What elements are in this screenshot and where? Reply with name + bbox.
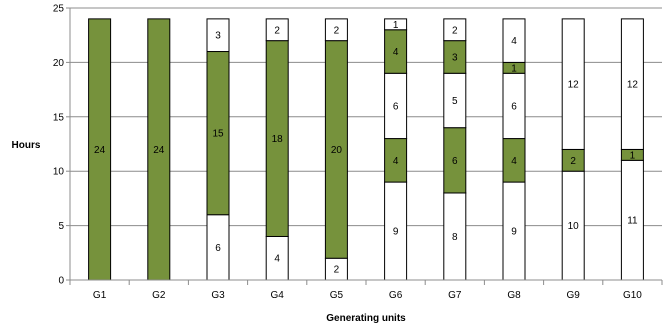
x-axis-title: Generating units (326, 313, 406, 324)
data-label: 9 (393, 227, 399, 238)
data-label: 11 (627, 216, 638, 227)
bar-segment (443, 18, 467, 42)
x-tick-label: G8 (507, 290, 521, 301)
data-label: 24 (153, 145, 165, 156)
bar-segment (620, 18, 644, 150)
bar-segment (561, 18, 585, 150)
y-tick-label: 10 (53, 167, 65, 178)
bar-segment (265, 18, 289, 42)
data-label: 8 (452, 232, 458, 243)
data-label: 6 (215, 243, 221, 254)
x-tick-label: G5 (330, 290, 344, 301)
data-label: 15 (212, 129, 224, 140)
data-label: 2 (570, 156, 576, 167)
x-tick-label: G1 (93, 290, 107, 301)
data-label: 3 (452, 52, 458, 63)
x-tick-label: G4 (271, 290, 285, 301)
y-axis-title: Hours (12, 140, 41, 151)
data-label: 20 (331, 145, 343, 156)
data-label: 12 (627, 80, 639, 91)
data-label: 3 (215, 31, 221, 42)
bar-segment (324, 18, 348, 42)
data-label: 1 (393, 20, 399, 31)
data-label: 2 (274, 25, 280, 36)
data-label: 9 (511, 227, 517, 238)
data-label: 2 (334, 265, 340, 276)
data-label: 18 (272, 134, 284, 145)
x-tick-label: G6 (389, 290, 403, 301)
bar-segment (206, 18, 230, 53)
x-tick-label: G9 (567, 290, 581, 301)
data-label: 4 (393, 156, 399, 167)
y-tick-label: 0 (58, 276, 64, 287)
data-label: 6 (452, 156, 458, 167)
data-label: 24 (94, 145, 106, 156)
data-label: 6 (393, 101, 399, 112)
bar-segment (384, 18, 408, 31)
y-tick-label: 15 (53, 112, 65, 123)
data-label: 5 (452, 96, 458, 107)
data-label: 2 (334, 25, 340, 36)
x-tick-label: G7 (448, 290, 462, 301)
x-tick-label: G3 (211, 290, 225, 301)
data-label: 1 (630, 150, 636, 161)
data-label: 4 (511, 36, 517, 47)
data-label: 10 (568, 221, 580, 232)
data-label: 4 (274, 254, 280, 265)
x-tick-label: G2 (152, 290, 166, 301)
x-tick-label: G10 (623, 290, 642, 301)
y-tick-label: 5 (58, 221, 64, 232)
data-label: 12 (568, 80, 580, 91)
bar-segment (502, 18, 526, 63)
data-label: 2 (452, 25, 458, 36)
data-label: 6 (511, 101, 517, 112)
data-label: 4 (511, 156, 517, 167)
y-tick-label: 20 (53, 58, 65, 69)
data-label: 1 (511, 63, 517, 74)
bars: 24 24615341822202946418653294614102121111… (88, 18, 644, 281)
y-tick-label: 25 (53, 4, 65, 15)
data-label: 4 (393, 47, 399, 58)
